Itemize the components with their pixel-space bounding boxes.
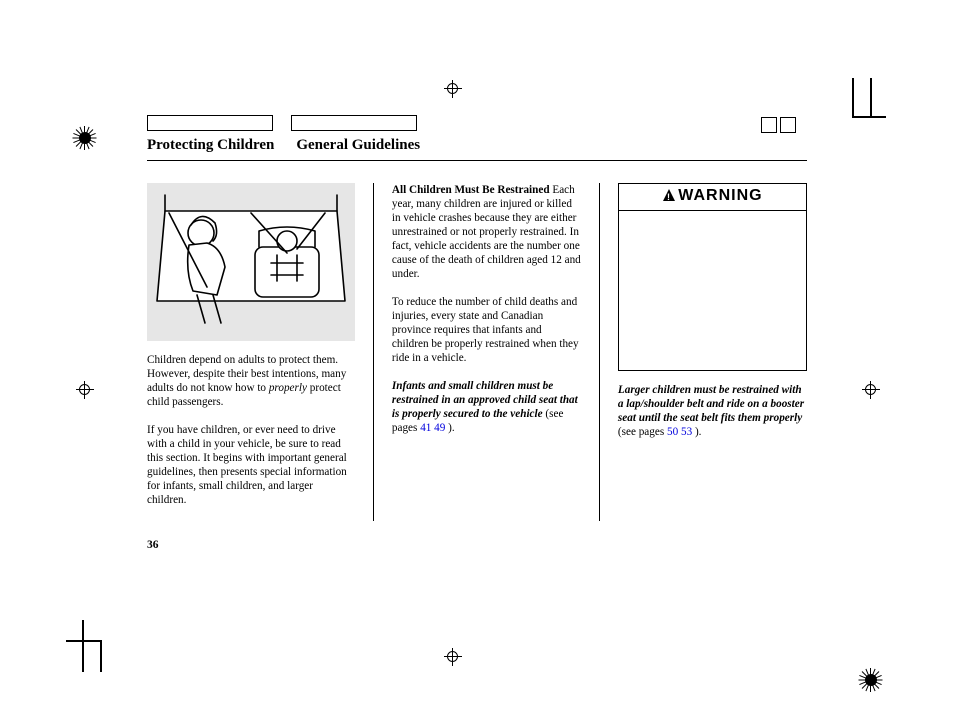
- paragraph: If you have children, or ever need to dr…: [147, 423, 355, 507]
- paragraph: Infants and small children must be restr…: [392, 379, 581, 435]
- print-mark-starburst: [73, 126, 97, 150]
- column-divider: [599, 183, 600, 521]
- print-crop-mark: [852, 116, 886, 118]
- header-placeholder-boxes: [147, 115, 807, 131]
- print-crop-mark: [66, 640, 102, 642]
- print-crop-mark: [100, 640, 102, 672]
- column-2: All Children Must Be Restrained Each yea…: [392, 183, 581, 521]
- text-bold-italic: Larger children must be restrained with …: [618, 384, 804, 424]
- print-mark-register: [444, 80, 462, 98]
- subheading: All Children Must Be Restrained: [392, 184, 550, 196]
- section-title: Protecting Children General Guidelines: [147, 137, 807, 161]
- paragraph: Children depend on adults to protect the…: [147, 353, 355, 409]
- print-mark-starburst: [859, 668, 883, 692]
- title-part-2: General Guidelines: [296, 137, 420, 154]
- header-placeholder: [147, 115, 273, 131]
- content-columns: Children depend on adults to protect the…: [147, 183, 807, 521]
- warning-label: WARNING: [678, 187, 762, 204]
- column-divider: [373, 183, 374, 521]
- title-part-1: Protecting Children: [147, 137, 274, 154]
- column-1: Children depend on adults to protect the…: [147, 183, 355, 521]
- print-crop-mark: [82, 620, 84, 672]
- print-mark-register: [862, 381, 880, 399]
- text: ).: [445, 422, 454, 434]
- page-reference-link[interactable]: 50: [667, 426, 678, 438]
- print-crop-mark: [870, 78, 872, 118]
- illustration-child-seat: [147, 183, 355, 341]
- paragraph: Larger children must be restrained with …: [618, 383, 807, 439]
- column-3: ! WARNING Larger children must be restra…: [618, 183, 807, 521]
- text: (see pages: [618, 426, 667, 438]
- warning-icon: !: [662, 188, 676, 208]
- header-placeholder: [291, 115, 417, 131]
- paragraph: All Children Must Be Restrained Each yea…: [392, 183, 581, 281]
- print-crop-mark: [852, 78, 854, 118]
- print-mark-register: [76, 381, 94, 399]
- page-number: 36: [147, 539, 807, 551]
- page-reference-link[interactable]: 49: [434, 422, 445, 434]
- page-reference-link[interactable]: 53: [681, 426, 692, 438]
- warning-box: ! WARNING: [618, 183, 807, 371]
- paragraph: To reduce the number of child deaths and…: [392, 295, 581, 365]
- svg-text:!: !: [667, 192, 671, 202]
- warning-heading: ! WARNING: [619, 184, 806, 211]
- text-italic: properly: [269, 382, 307, 394]
- page-content: Protecting Children General Guidelines: [147, 115, 807, 551]
- print-mark-register: [444, 648, 462, 666]
- page-reference-link[interactable]: 41: [420, 422, 431, 434]
- text: Each year, many children are injured or …: [392, 184, 581, 280]
- text: ).: [692, 426, 701, 438]
